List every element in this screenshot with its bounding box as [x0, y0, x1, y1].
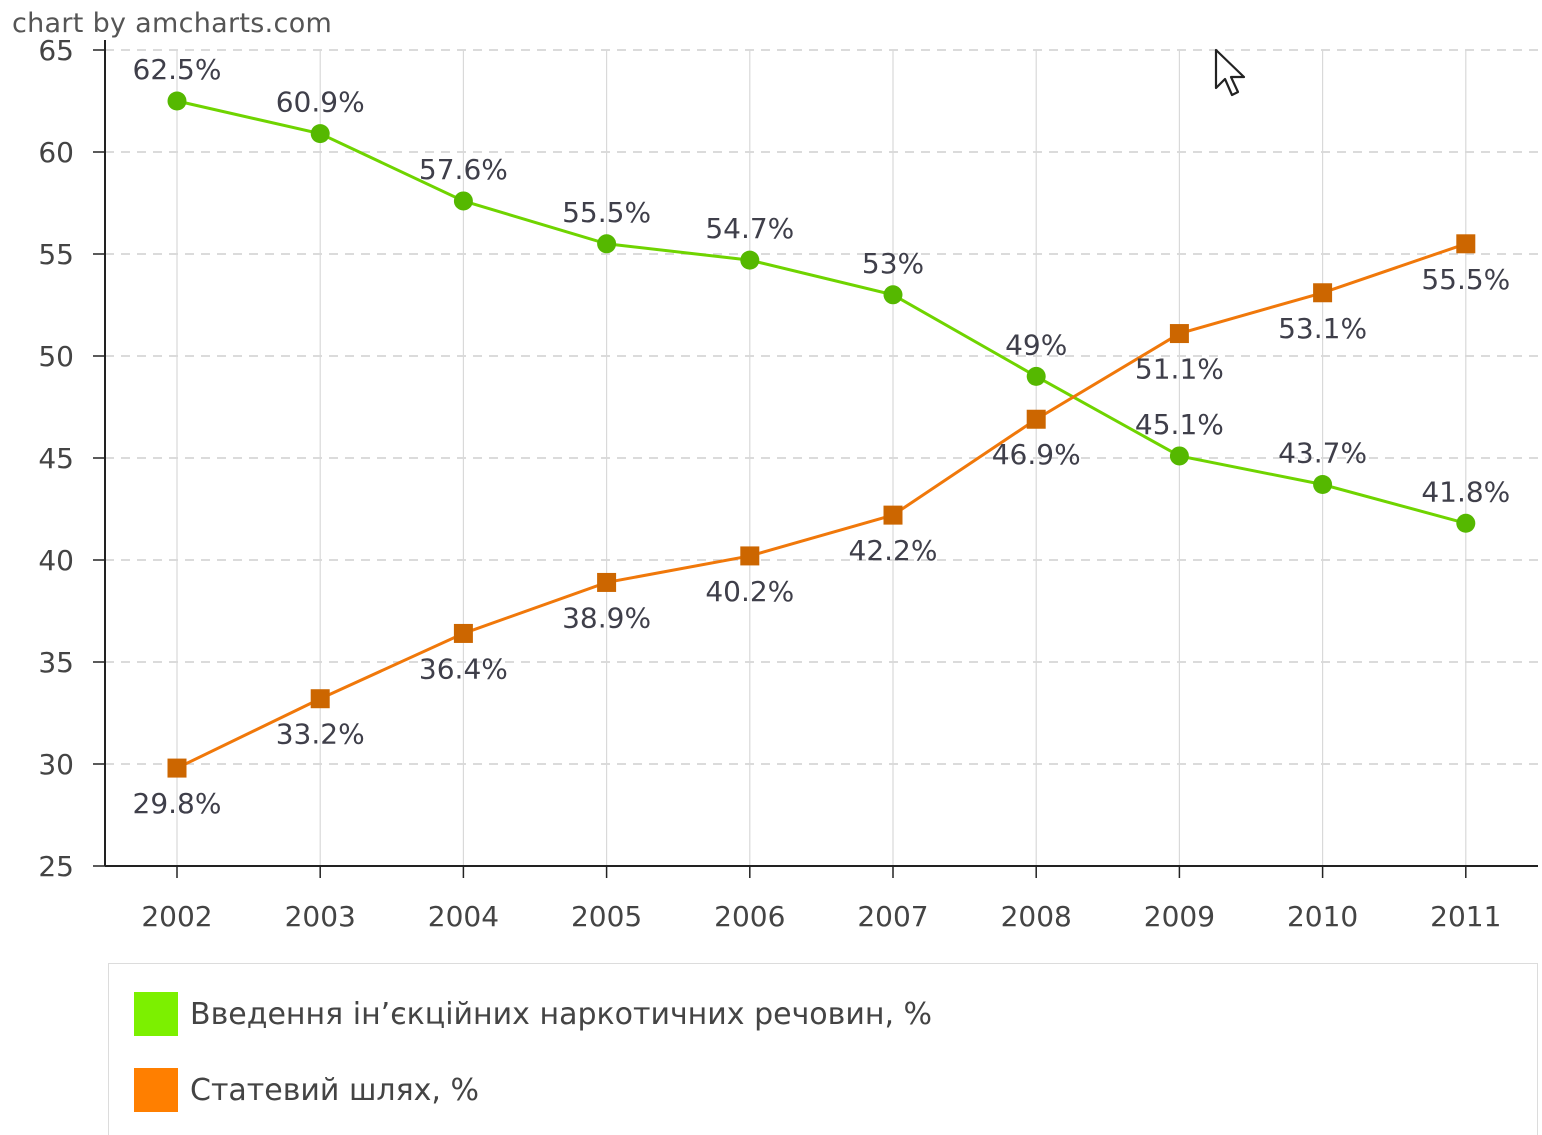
y-tick-label: 25 — [38, 850, 74, 883]
y-tick-label: 55 — [38, 238, 74, 271]
data-label-injection: 53% — [862, 247, 924, 280]
y-tick-label: 30 — [38, 748, 74, 781]
legend-swatch-green — [134, 992, 178, 1036]
data-point-injection — [1456, 513, 1476, 533]
data-label-sexual: 38.9% — [562, 601, 651, 634]
x-tick-label: 2010 — [1287, 900, 1358, 933]
chart-legend: Введення ін’єкційних наркотичних речовин… — [108, 963, 1538, 1135]
data-label-injection: 43.7% — [1278, 437, 1367, 470]
data-label-injection: 49% — [1005, 328, 1067, 361]
data-label-injection: 60.9% — [276, 86, 365, 119]
data-point-injection — [453, 191, 473, 211]
arrow-cursor-icon — [1214, 48, 1246, 97]
data-point-sexual — [310, 689, 330, 709]
y-tick-label: 65 — [38, 34, 74, 67]
y-tick-label: 35 — [38, 646, 74, 679]
series-line-injection — [176, 99, 1467, 525]
legend-swatch-orange — [134, 1068, 178, 1112]
x-tick-label: 2006 — [714, 900, 785, 933]
data-point-sexual — [1169, 324, 1189, 344]
data-point-sexual — [597, 572, 617, 592]
line-chart: 25 30 35 40 45 50 55 60 65 2002 2003 2004 2005 2006 20… — [38, 34, 1538, 933]
data-label-sexual: 51.1% — [1135, 353, 1224, 386]
data-labels: 62.5% 60.9% 57.6% 55.5% 54.7% 53% 49% 45.1% 43.7… — [133, 53, 1511, 820]
grid — [105, 49, 1538, 866]
data-point-injection — [167, 91, 187, 111]
series-layer — [167, 91, 1476, 778]
data-label-sexual: 53.1% — [1278, 312, 1367, 345]
data-label-injection: 54.7% — [705, 212, 794, 245]
y-tick-label: 50 — [38, 340, 74, 373]
data-point-sexual — [1313, 283, 1333, 303]
data-label-injection: 45.1% — [1135, 408, 1224, 441]
y-tick-label: 45 — [38, 442, 74, 475]
data-point-sexual — [883, 505, 903, 525]
series-line-sexual — [176, 242, 1467, 770]
legend-item-sexual[interactable]: Статевий шлях, % — [134, 1068, 479, 1112]
data-point-injection — [740, 250, 760, 270]
data-point-injection — [883, 285, 903, 305]
data-point-injection — [1026, 366, 1046, 386]
data-label-injection: 55.5% — [562, 196, 651, 229]
legend-label-injection: Введення ін’єкційних наркотичних речовин… — [190, 996, 933, 1032]
data-point-sexual — [167, 758, 187, 778]
x-tick-label: 2009 — [1144, 900, 1215, 933]
data-point-sexual — [453, 623, 473, 643]
x-tick-label: 2007 — [857, 900, 928, 933]
data-label-injection: 41.8% — [1421, 475, 1510, 508]
x-tick-label: 2011 — [1430, 900, 1501, 933]
legend-item-injection[interactable]: Введення ін’єкційних наркотичних речовин… — [134, 992, 932, 1036]
data-label-injection: 62.5% — [133, 53, 222, 86]
data-point-injection — [310, 124, 330, 144]
data-point-injection — [597, 234, 617, 254]
data-label-sexual: 36.4% — [419, 652, 508, 685]
data-point-sexual — [740, 546, 760, 566]
data-point-sexual — [1456, 234, 1476, 254]
data-label-sexual: 33.2% — [276, 718, 365, 751]
x-tick-label: 2005 — [571, 900, 642, 933]
data-label-sexual: 29.8% — [133, 787, 222, 820]
data-label-sexual: 40.2% — [705, 575, 794, 608]
data-label-injection: 57.6% — [419, 153, 508, 186]
x-tick-label: 2003 — [285, 900, 356, 933]
data-point-sexual — [1026, 409, 1046, 429]
axes: 25 30 35 40 45 50 55 60 65 2002 2003 2004 2005 2006 20… — [38, 34, 1538, 933]
y-tick-label: 40 — [38, 544, 74, 577]
x-tick-label: 2008 — [1001, 900, 1072, 933]
data-point-injection — [1313, 475, 1333, 495]
x-tick-label: 2004 — [428, 900, 499, 933]
data-label-sexual: 46.9% — [992, 438, 1081, 471]
x-tick-label: 2002 — [141, 900, 212, 933]
y-tick-label: 60 — [38, 136, 74, 169]
data-label-sexual: 55.5% — [1421, 263, 1510, 296]
amcharts-credit-link[interactable]: chart by amcharts.com — [12, 8, 333, 39]
data-point-injection — [1169, 446, 1189, 466]
data-label-sexual: 42.2% — [849, 534, 938, 567]
legend-label-sexual: Статевий шлях, % — [190, 1072, 479, 1108]
